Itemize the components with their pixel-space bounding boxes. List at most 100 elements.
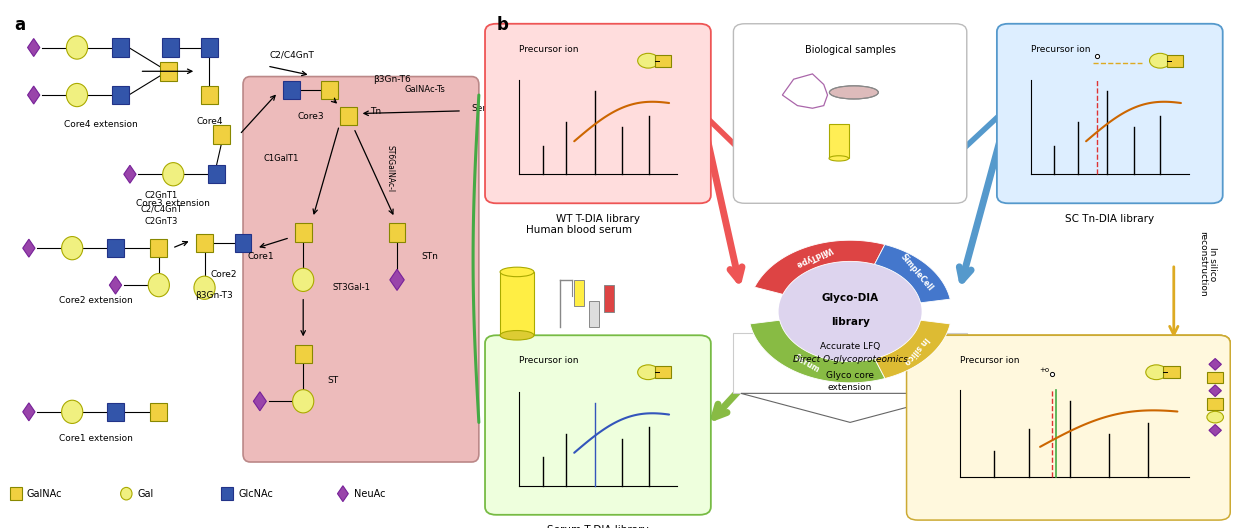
Bar <box>107 402 123 421</box>
Bar <box>655 366 671 378</box>
Text: Precursor ion: Precursor ion <box>1030 45 1091 54</box>
Circle shape <box>638 53 659 68</box>
Bar <box>112 39 128 57</box>
Bar <box>295 223 312 241</box>
Bar <box>1207 398 1223 410</box>
Text: In silico: In silico <box>902 335 930 366</box>
Bar <box>295 344 312 363</box>
Circle shape <box>1150 53 1171 68</box>
Polygon shape <box>337 486 348 502</box>
Text: C2GnT3: C2GnT3 <box>144 217 178 227</box>
Text: a: a <box>15 16 26 34</box>
Polygon shape <box>1209 385 1222 397</box>
Text: Core2 extension: Core2 extension <box>59 296 133 306</box>
Text: Ser/Thr: Ser/Thr <box>471 103 505 113</box>
Polygon shape <box>123 165 136 183</box>
FancyBboxPatch shape <box>997 24 1223 203</box>
Ellipse shape <box>500 331 534 340</box>
Polygon shape <box>740 393 959 422</box>
Bar <box>234 233 252 252</box>
Bar <box>574 280 585 306</box>
Text: Core4: Core4 <box>196 117 222 126</box>
Text: NeuAc: NeuAc <box>354 489 385 498</box>
Bar <box>151 239 168 257</box>
Circle shape <box>62 237 83 260</box>
Bar <box>209 165 225 183</box>
Bar <box>196 233 213 252</box>
Text: Human blood serum: Human blood serum <box>527 225 632 234</box>
Polygon shape <box>1209 359 1222 370</box>
FancyBboxPatch shape <box>485 24 711 203</box>
Text: SC Tn-DIA library: SC Tn-DIA library <box>1065 214 1154 224</box>
Text: In silico
reconstruction: In silico reconstruction <box>1198 231 1218 297</box>
Text: Biological samples: Biological samples <box>805 45 896 55</box>
Text: ST3Gal-1: ST3Gal-1 <box>332 283 370 293</box>
Polygon shape <box>755 240 885 295</box>
Bar <box>1166 55 1183 67</box>
Circle shape <box>67 36 88 59</box>
Text: +o: +o <box>1039 366 1049 373</box>
Text: SimpleCell: SimpleCell <box>898 252 934 293</box>
Bar <box>603 285 615 312</box>
Circle shape <box>67 83 88 107</box>
Bar <box>107 239 123 257</box>
Circle shape <box>292 268 313 291</box>
Circle shape <box>121 487 132 500</box>
Ellipse shape <box>829 156 849 161</box>
Circle shape <box>62 400 83 423</box>
Text: Serum: Serum <box>792 353 821 375</box>
Polygon shape <box>750 320 885 383</box>
FancyBboxPatch shape <box>243 77 479 462</box>
Text: C2/C4GnT: C2/C4GnT <box>141 204 183 213</box>
Circle shape <box>1146 365 1167 380</box>
Text: Core4 extension: Core4 extension <box>64 119 138 129</box>
Bar <box>589 301 600 327</box>
Bar <box>112 86 128 105</box>
Bar <box>1162 366 1180 378</box>
Polygon shape <box>22 239 35 257</box>
Polygon shape <box>875 320 950 379</box>
Text: ST: ST <box>327 375 338 385</box>
FancyBboxPatch shape <box>927 335 1230 506</box>
Text: GalNAc-Ts: GalNAc-Ts <box>405 85 445 95</box>
Text: Glyco-DIA: Glyco-DIA <box>822 294 879 303</box>
Polygon shape <box>253 392 267 411</box>
Text: β3Gn-T6: β3Gn-T6 <box>373 74 411 84</box>
Ellipse shape <box>500 267 534 277</box>
Polygon shape <box>390 269 405 290</box>
Bar <box>160 62 176 80</box>
Text: C1GalT1: C1GalT1 <box>263 154 299 163</box>
FancyBboxPatch shape <box>907 335 1230 520</box>
Bar <box>201 86 217 105</box>
Bar <box>733 333 966 393</box>
Text: GalNAc: GalNAc <box>26 489 62 498</box>
Polygon shape <box>1209 425 1222 436</box>
Bar <box>213 125 230 144</box>
Bar <box>151 402 168 421</box>
Text: GlcNAc: GlcNAc <box>238 489 273 498</box>
Bar <box>283 80 300 99</box>
Text: WildType: WildType <box>793 244 833 269</box>
Polygon shape <box>27 86 39 104</box>
Text: b: b <box>496 16 508 34</box>
Text: WT T-DIA library: WT T-DIA library <box>557 214 640 224</box>
Bar <box>341 107 358 125</box>
FancyBboxPatch shape <box>917 335 1230 513</box>
Circle shape <box>148 274 169 297</box>
Bar <box>389 223 406 241</box>
Text: STn: STn <box>421 251 438 261</box>
Text: Core3 extension: Core3 extension <box>136 199 210 208</box>
Text: Glyco core: Glyco core <box>826 371 874 380</box>
Bar <box>321 80 338 99</box>
Polygon shape <box>27 39 39 56</box>
Text: C2GnT1: C2GnT1 <box>144 191 178 200</box>
Bar <box>201 39 217 57</box>
Circle shape <box>292 390 313 413</box>
Bar <box>829 124 849 158</box>
Polygon shape <box>875 244 950 303</box>
Text: Precursor ion: Precursor ion <box>518 45 579 54</box>
Circle shape <box>779 261 922 362</box>
Ellipse shape <box>829 86 879 99</box>
Text: Direct O-glycoproteomics: Direct O-glycoproteomics <box>792 355 907 364</box>
FancyBboxPatch shape <box>485 335 711 515</box>
